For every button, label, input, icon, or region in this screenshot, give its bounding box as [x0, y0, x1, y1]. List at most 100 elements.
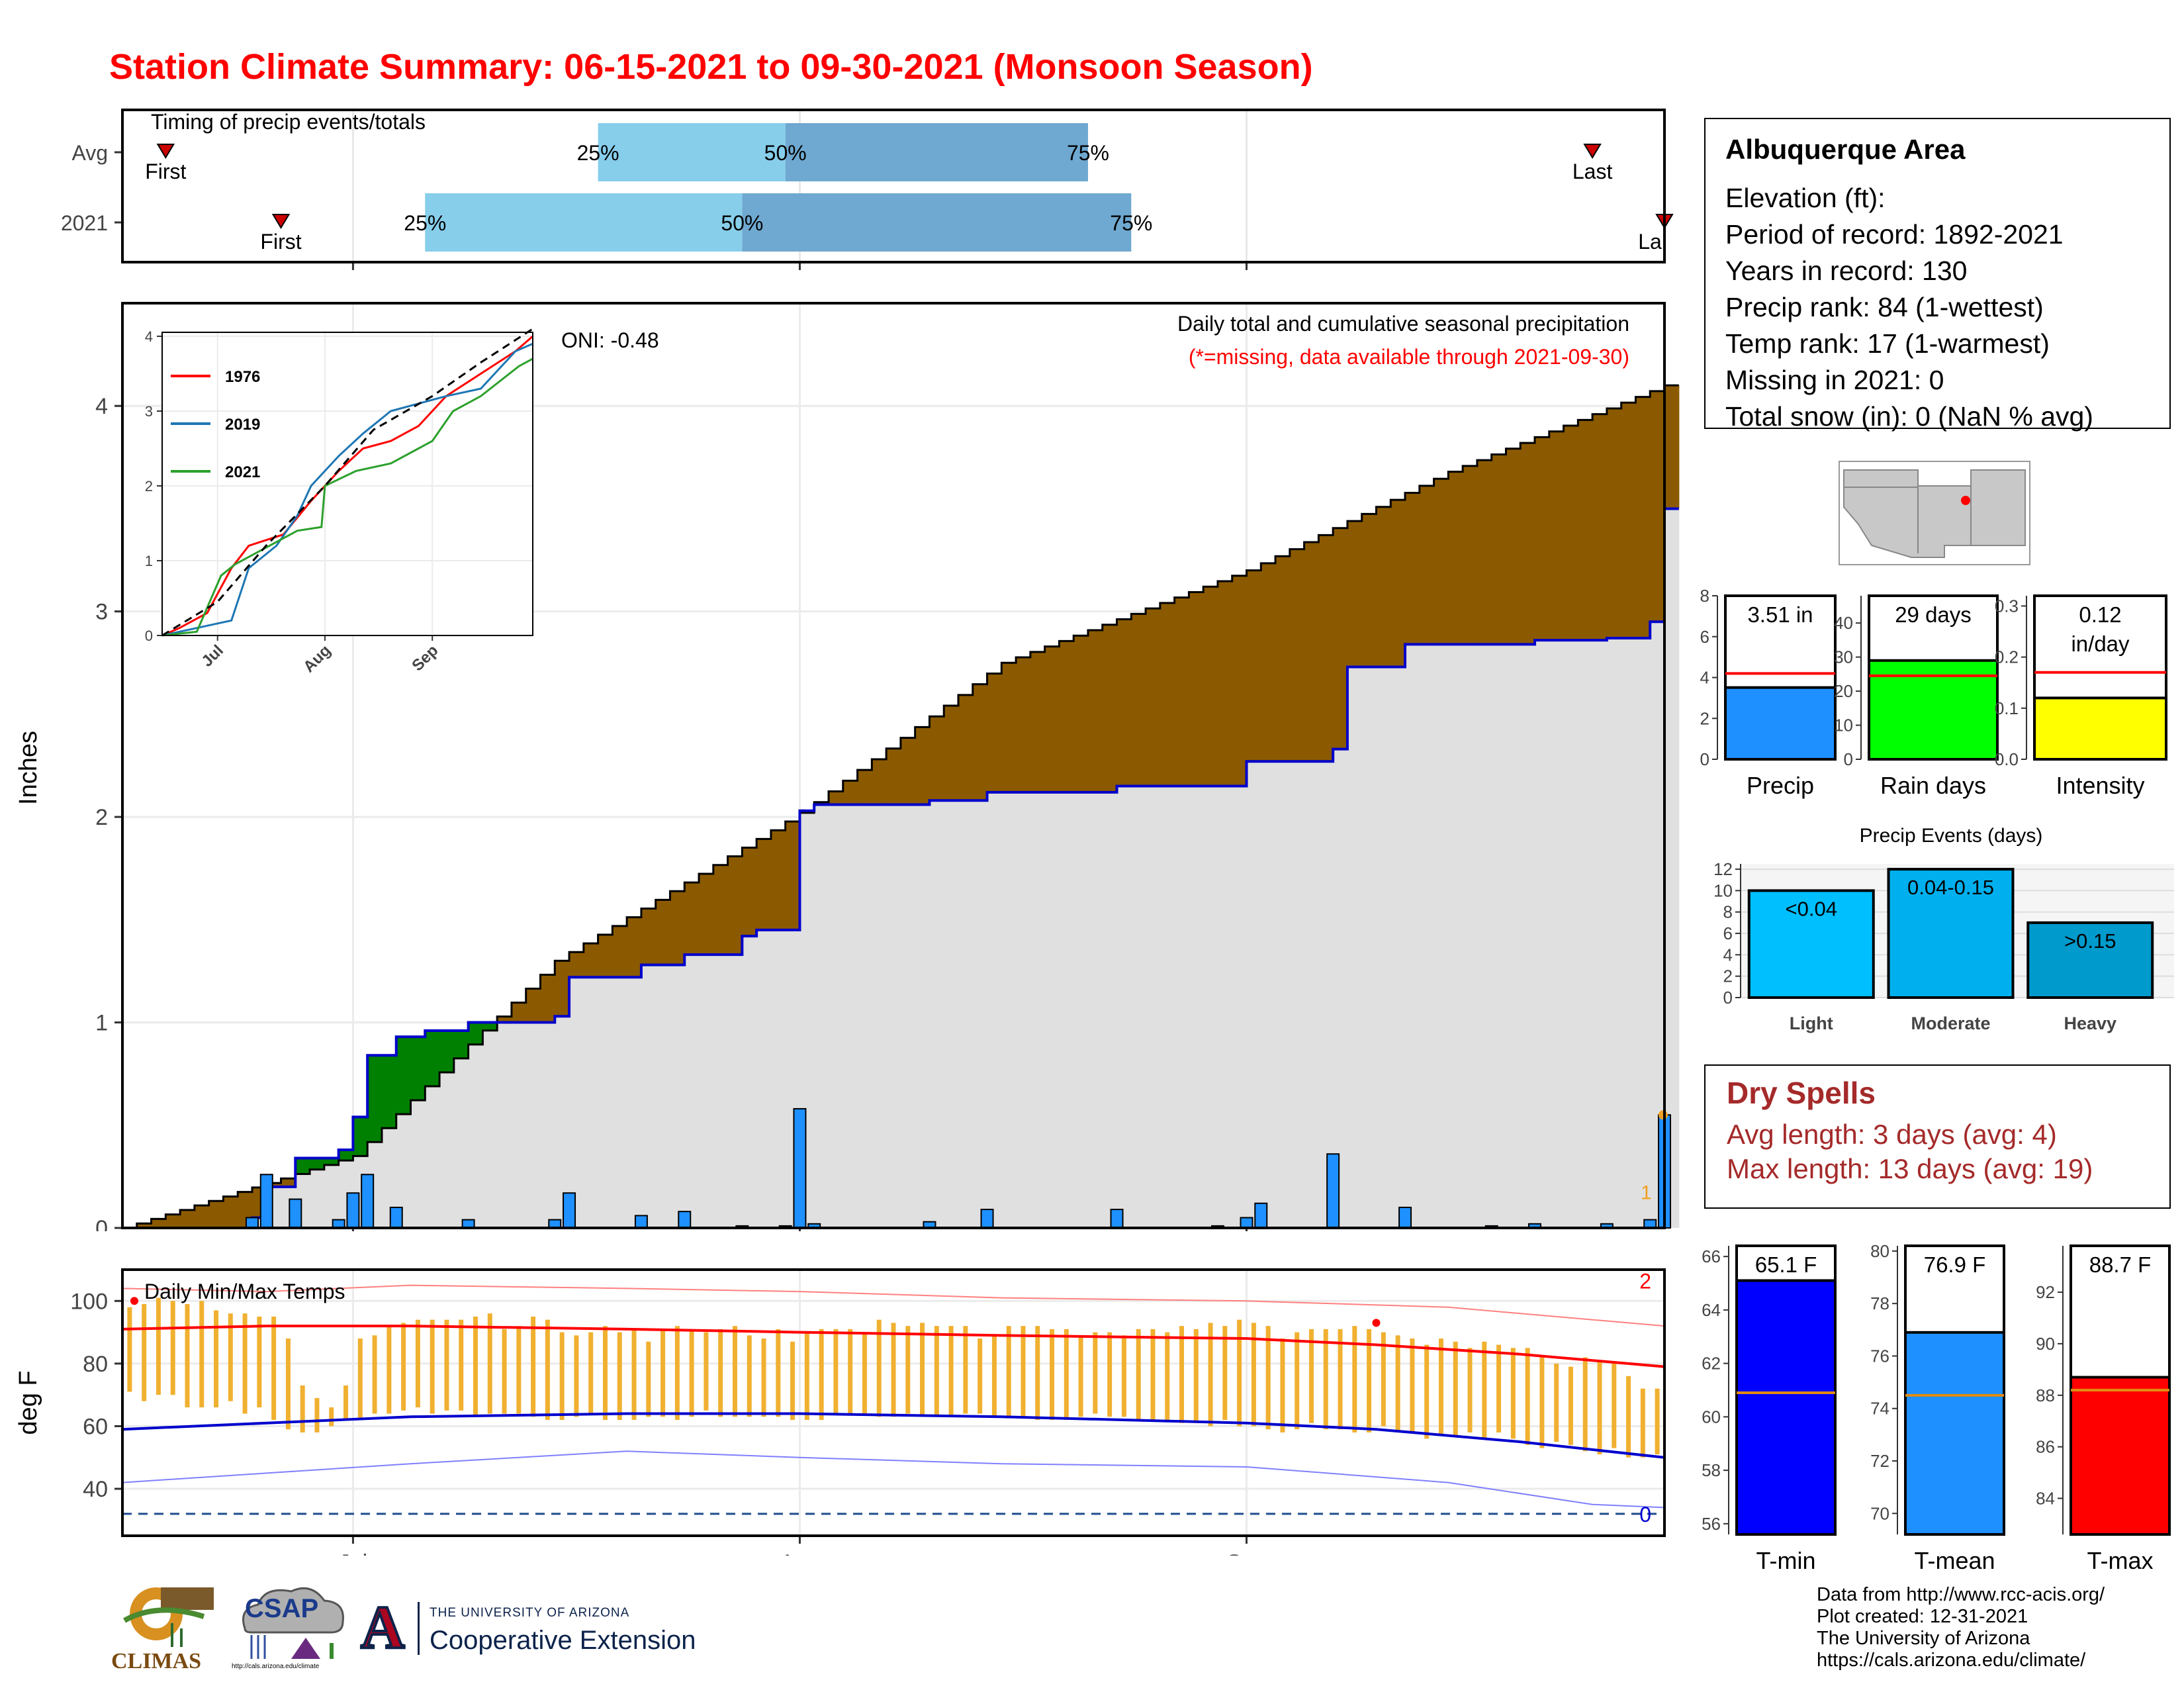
temp-x-tick-label: Sep	[1226, 1550, 1267, 1556]
temp-daily-range-bar	[1568, 1366, 1573, 1445]
precip-base-area	[410, 1100, 426, 1228]
temp-record-marker	[1372, 1319, 1381, 1327]
precip-base-area	[1044, 792, 1060, 1228]
precip-below-avg-area	[1635, 397, 1651, 639]
ua-letter-icon: A	[359, 1593, 406, 1661]
temp-y-tick-label: 40	[83, 1477, 108, 1502]
temp-max-count-label: 2	[1639, 1269, 1651, 1293]
tmin-y-tick-label: 60	[1702, 1407, 1721, 1427]
precip-base-area	[396, 1114, 412, 1228]
precip-below-avg-area	[1102, 624, 1118, 792]
temp-daily-range-bar	[487, 1313, 492, 1414]
precip-base-area	[627, 977, 642, 1228]
temp-daily-range-bar	[1496, 1344, 1502, 1432]
precip-below-avg-area	[1333, 528, 1348, 749]
temp-daily-range-bar	[1093, 1332, 1098, 1414]
precip-below-avg-area	[208, 1201, 224, 1228]
precip-base-area	[1535, 640, 1550, 1228]
temp-daily-range-bar	[1222, 1326, 1228, 1421]
temp-daily-range-bar	[1323, 1329, 1328, 1430]
inset-legend-label: 1976	[225, 368, 260, 386]
precip-events-category-label: Light	[1790, 1013, 1833, 1033]
temp-daily-range-bar	[718, 1329, 723, 1417]
temp-record-marker	[130, 1297, 138, 1305]
intensity-value-bar	[2033, 696, 2167, 761]
precip-below-avg-area	[655, 900, 671, 965]
precip-base-area	[958, 800, 974, 1228]
temp-daily-range-bar	[631, 1329, 637, 1421]
station-marker	[1961, 496, 1970, 505]
precip-base-area	[829, 804, 844, 1228]
precip-above-avg-area	[410, 1037, 426, 1101]
precip-below-avg-area	[1535, 437, 1550, 641]
tmax-value-label: 88.7 F	[2089, 1252, 2152, 1277]
precip-below-avg-area	[1606, 408, 1622, 639]
station-info-box: Albuquerque Area Elevation (ft): Period …	[1704, 118, 2171, 432]
temp-daily-range-bar	[314, 1397, 320, 1432]
precip-below-avg-area	[1289, 549, 1305, 762]
temp-daily-range-bar	[401, 1323, 406, 1411]
temp-daily-range-bar	[689, 1329, 694, 1417]
intensity-y-tick-label: 0.2	[1995, 647, 2019, 667]
cumulative-precip-chart: 0 1 2 3 4 1 Daily total and cumulative seasona…	[15, 302, 1680, 1231]
temp-daily-range-bar	[1510, 1348, 1516, 1439]
tmean-y-tick-label: 70	[1870, 1503, 1889, 1523]
precip-below-avg-area	[742, 847, 757, 937]
precip-base-area	[857, 804, 872, 1228]
temp-daily-range-bar	[1655, 1388, 1660, 1455]
inset-y-tick-label: 1	[145, 553, 153, 569]
precip-base-area	[324, 1164, 340, 1228]
temp-daily-range-bar	[329, 1407, 334, 1427]
temp-daily-range-bar	[1367, 1329, 1372, 1432]
precip-below-avg-area	[1506, 448, 1521, 645]
csap-url: http://cals.arizona.edu/climate	[232, 1663, 320, 1670]
precip-base-area	[381, 1128, 397, 1228]
rain_days-y-tick-label: 0	[1844, 749, 1853, 769]
temp-title: Daily Min/Max Temps	[144, 1280, 345, 1303]
precip-below-avg-area	[497, 1016, 512, 1023]
temp-daily-range-bar	[1525, 1348, 1530, 1445]
timing-panel-border	[121, 109, 1666, 263]
temp-daily-range-bar	[1179, 1326, 1185, 1423]
temp-daily-range-bar	[1237, 1319, 1242, 1427]
precip-below-avg-area	[1563, 426, 1578, 641]
precip-below-avg-area	[281, 1178, 296, 1187]
csap-logo: CSAP http://cals.arizona.edu/climate	[232, 1582, 351, 1678]
precip-above-avg-area	[453, 1030, 469, 1058]
temp-daily-range-bar	[545, 1319, 550, 1421]
csap-text: CSAP	[245, 1594, 319, 1623]
precip-base-area	[1189, 786, 1204, 1228]
temp-daily-range-bar	[473, 1316, 478, 1417]
intensity-value-label: 0.12	[2079, 602, 2121, 627]
temp-daily-range-bar	[963, 1326, 968, 1414]
credit-data-source: Data from http://www.rcc-acis.org/	[1817, 1584, 2105, 1605]
tmean-y-tick-label: 78	[1870, 1293, 1889, 1313]
temp-daily-range-bar	[704, 1332, 709, 1411]
temp-daily-range-bar	[776, 1329, 781, 1417]
precip-base-area	[1059, 792, 1074, 1228]
precip-title: Daily total and cumulative seasonal prec…	[1177, 312, 1629, 336]
precip-above-avg-area	[338, 1150, 354, 1161]
temp-daily-range-bar	[761, 1338, 766, 1417]
precip-above-avg-area	[353, 1117, 368, 1156]
temp-daily-range-bar	[228, 1313, 233, 1401]
tmean-y-tick-label: 74	[1870, 1399, 1889, 1419]
precip-below-avg-area	[958, 694, 974, 801]
precip-below-avg-area	[525, 988, 541, 1023]
tmax-y-tick-label: 86	[2036, 1437, 2055, 1457]
credit-plot-created: Plot created: 12-31-2021	[1817, 1606, 2028, 1627]
station-elevation: Elevation (ft):	[1725, 183, 1886, 213]
temp-y-tick-label: 100	[70, 1289, 108, 1314]
precip_total-y-tick-label: 2	[1700, 708, 1709, 728]
temp-daily-range-bar	[1424, 1344, 1430, 1439]
precip-base-area	[1318, 761, 1334, 1228]
precip-below-avg-area	[929, 716, 944, 801]
precip-below-avg-area	[1044, 646, 1060, 792]
temp-daily-range-bar	[1251, 1323, 1256, 1427]
precip-below-avg-area	[555, 961, 570, 1017]
temp-daily-range-bar	[170, 1301, 175, 1395]
precip-base-area	[929, 800, 944, 1228]
precip-below-avg-area	[713, 865, 729, 955]
precip-base-area	[1289, 761, 1305, 1228]
